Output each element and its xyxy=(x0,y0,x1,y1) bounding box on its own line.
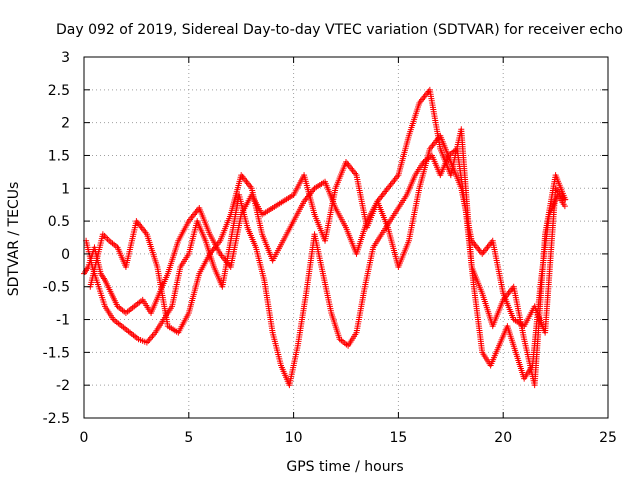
y-tick-label: 2.5 xyxy=(48,83,70,99)
y-axis: -2.5 -2 -1.5 -1 -0.5 0 0.5 1 1.5 2 2.5 3 xyxy=(43,50,608,427)
x-tick-label: 25 xyxy=(599,430,617,446)
y-tick-label: -2.5 xyxy=(43,411,70,427)
x-axis-label: GPS time / hours xyxy=(286,459,403,475)
plot-points xyxy=(81,86,569,389)
x-tick-label: 20 xyxy=(494,430,512,446)
x-axis: 0 5 10 15 20 25 xyxy=(80,57,617,446)
y-tick-label: 1.5 xyxy=(48,148,70,164)
y-tick-label: -1 xyxy=(56,313,70,329)
x-tick-label: 0 xyxy=(80,430,89,446)
y-tick-label: -1.5 xyxy=(43,345,70,361)
y-tick-label: 0.5 xyxy=(48,214,70,230)
y-axis-label: SDTVAR / TECUs xyxy=(6,182,22,297)
y-tick-label: 3 xyxy=(61,50,70,66)
y-tick-label: -0.5 xyxy=(43,280,70,296)
plot-frame xyxy=(83,56,609,419)
x-tick-label: 5 xyxy=(184,430,193,446)
y-tick-label: 1 xyxy=(61,181,70,197)
y-tick-label: -2 xyxy=(56,378,70,394)
chart-title: Day 092 of 2019, Sidereal Day-to-day VTE… xyxy=(56,22,623,38)
x-tick-label: 10 xyxy=(285,430,303,446)
y-tick-label: 0 xyxy=(61,247,70,263)
data-point-marker xyxy=(561,196,568,203)
x-tick-label: 15 xyxy=(389,430,407,446)
y-tick-label: 2 xyxy=(61,116,70,132)
data-point-marker xyxy=(561,203,568,210)
